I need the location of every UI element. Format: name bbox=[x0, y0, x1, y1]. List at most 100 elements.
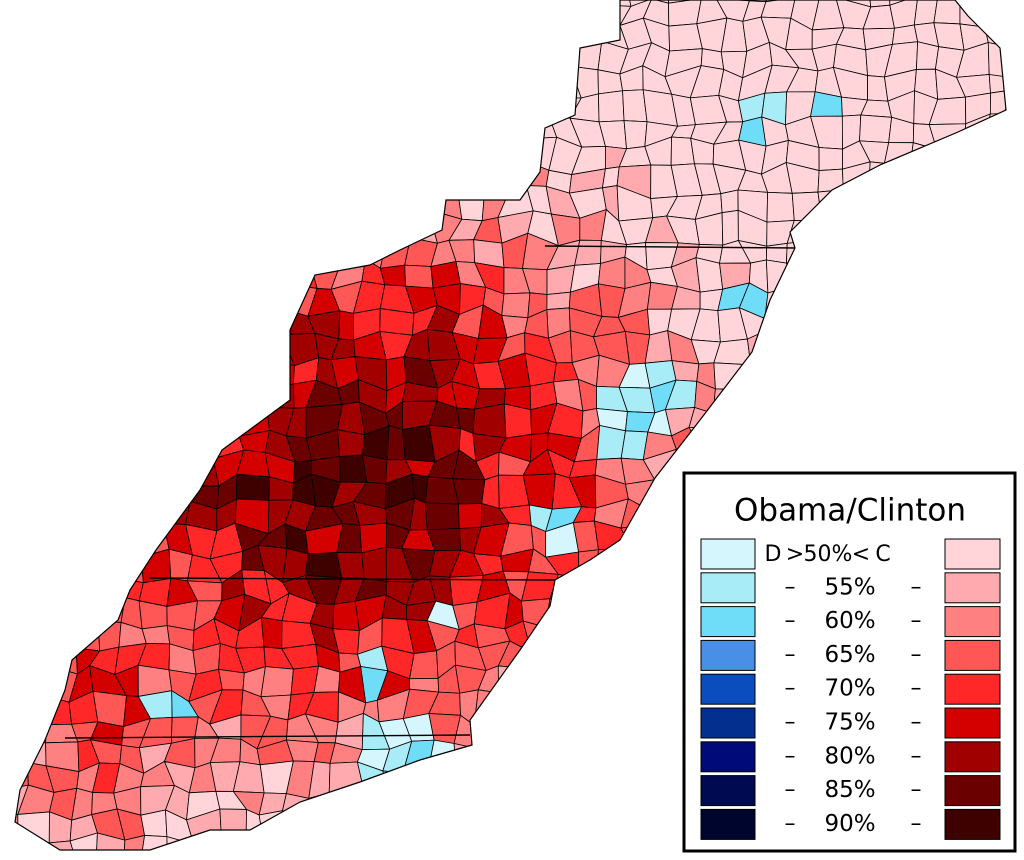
county bbox=[258, 0, 282, 31]
legend-swatch bbox=[944, 775, 1001, 807]
county bbox=[865, 215, 892, 235]
region-outline bbox=[14, 0, 1007, 851]
county bbox=[163, 64, 195, 102]
county bbox=[508, 761, 531, 796]
county bbox=[338, 310, 355, 341]
legend-dash: – bbox=[785, 811, 796, 836]
county bbox=[15, 260, 32, 296]
county bbox=[210, 115, 244, 144]
county bbox=[258, 0, 291, 7]
county bbox=[259, 310, 290, 335]
legend-swatch bbox=[700, 808, 756, 840]
county bbox=[598, 90, 625, 123]
county bbox=[568, 786, 597, 821]
county bbox=[257, 144, 288, 172]
county bbox=[713, 428, 743, 457]
county bbox=[857, 284, 893, 319]
county bbox=[982, 405, 1006, 432]
county bbox=[377, 184, 413, 215]
legend-dash: – bbox=[911, 710, 922, 735]
county bbox=[653, 810, 679, 844]
county bbox=[92, 19, 123, 53]
county bbox=[905, 210, 938, 244]
county bbox=[185, 263, 224, 292]
county bbox=[501, 292, 531, 319]
county bbox=[883, 142, 914, 167]
county bbox=[362, 69, 387, 101]
county bbox=[46, 283, 77, 312]
county bbox=[646, 722, 673, 744]
county bbox=[448, 2, 484, 29]
legend-label: 50% bbox=[804, 542, 853, 567]
county bbox=[982, 427, 1006, 453]
county bbox=[328, 0, 366, 7]
county bbox=[404, 264, 434, 289]
county bbox=[1012, 428, 1024, 462]
county bbox=[642, 665, 669, 703]
county bbox=[210, 46, 246, 70]
county bbox=[427, 0, 460, 5]
county bbox=[508, 742, 531, 767]
county bbox=[595, 580, 626, 599]
county bbox=[71, 547, 97, 580]
county bbox=[786, 239, 821, 264]
county bbox=[136, 238, 167, 270]
county bbox=[305, 5, 331, 19]
county bbox=[335, 91, 364, 127]
county bbox=[48, 410, 73, 435]
county bbox=[954, 142, 992, 169]
county bbox=[89, 43, 127, 78]
county bbox=[979, 329, 1006, 364]
county bbox=[0, 329, 6, 366]
county bbox=[24, 304, 54, 343]
county bbox=[668, 0, 702, 27]
county bbox=[524, 788, 559, 821]
county bbox=[209, 282, 248, 320]
county bbox=[18, 381, 56, 412]
county bbox=[65, 354, 102, 387]
county bbox=[24, 624, 52, 652]
county bbox=[880, 406, 917, 437]
county bbox=[886, 215, 915, 236]
county bbox=[767, 385, 800, 416]
county bbox=[0, 792, 3, 816]
county bbox=[387, 810, 413, 840]
county bbox=[0, 553, 5, 575]
county bbox=[932, 331, 962, 361]
county bbox=[572, 837, 601, 850]
county bbox=[766, 191, 795, 223]
county bbox=[51, 122, 74, 144]
county bbox=[817, 168, 844, 193]
legend-swatch bbox=[944, 741, 1001, 773]
county bbox=[837, 432, 862, 462]
county bbox=[67, 0, 94, 28]
county bbox=[15, 41, 28, 69]
county bbox=[98, 192, 126, 213]
county bbox=[508, 788, 527, 823]
county bbox=[838, 404, 869, 438]
county bbox=[52, 379, 69, 415]
county bbox=[15, 286, 29, 312]
county bbox=[453, 743, 485, 769]
county bbox=[1001, 383, 1006, 410]
county bbox=[909, 160, 933, 189]
county bbox=[478, 116, 499, 147]
county bbox=[957, 427, 984, 455]
county bbox=[146, 425, 167, 461]
county bbox=[0, 190, 2, 211]
county bbox=[810, 378, 846, 411]
county bbox=[237, 171, 259, 194]
county bbox=[237, 192, 270, 224]
county bbox=[285, 137, 315, 172]
county bbox=[457, 189, 486, 222]
county bbox=[112, 68, 152, 93]
county bbox=[1001, 240, 1006, 272]
county bbox=[448, 40, 480, 76]
county bbox=[171, 309, 200, 336]
county bbox=[409, 650, 439, 680]
county bbox=[596, 425, 626, 460]
legend-sign: > bbox=[786, 542, 804, 567]
county bbox=[88, 433, 122, 459]
county bbox=[794, 356, 816, 391]
county bbox=[503, 403, 532, 439]
